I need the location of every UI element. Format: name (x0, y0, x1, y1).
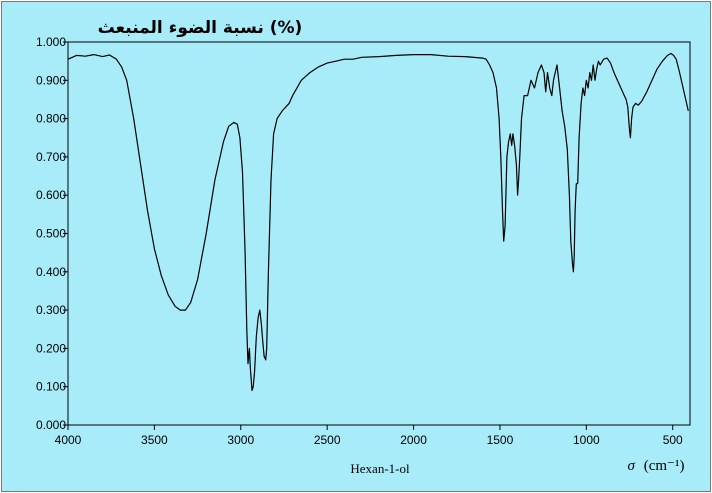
x-tick-label: 2000 (400, 433, 427, 447)
x-tick-label: 500 (663, 433, 683, 447)
transmittance-series-line (67, 52, 689, 392)
x-tick-label: 1500 (487, 433, 514, 447)
y-tick-label: 0.100 (36, 380, 66, 394)
y-tick-label: 0.200 (36, 341, 66, 355)
compound-label: Hexan-1-ol (350, 461, 410, 476)
y-tick-label: 0.500 (36, 227, 66, 241)
x-axis: 4000 3500 3000 2500 2000 1500 1000 500 (55, 425, 683, 447)
x-axis-symbol: σ (628, 458, 636, 474)
y-tick-label: 0.600 (36, 188, 66, 202)
y-tick-label: 0.400 (36, 265, 66, 279)
plot-area (67, 41, 691, 426)
y-tick-label: 0.700 (36, 150, 66, 164)
y-tick-label: 1.000 (36, 35, 66, 49)
y-tick-label: 0.300 (36, 303, 66, 317)
x-tick-label: 4000 (55, 433, 82, 447)
y-axis: 0.000 0.100 0.200 0.300 0.400 0.500 0.600 0.700… (36, 35, 68, 432)
x-tick-label: 3000 (227, 433, 254, 447)
chart-title: (%) نسبة الضوء المنبعث (98, 18, 303, 38)
x-axis-label: σ (cm⁻¹) (628, 458, 685, 474)
y-tick-label: 0.800 (36, 112, 66, 126)
x-tick-label: 1000 (573, 433, 600, 447)
x-tick-label: 3500 (141, 433, 168, 447)
x-axis-unit: (cm⁻¹) (644, 458, 685, 474)
y-tick-label: 0.000 (36, 418, 66, 432)
x-tick-label: 2500 (314, 433, 341, 447)
y-tick-label: 0.900 (36, 73, 66, 87)
